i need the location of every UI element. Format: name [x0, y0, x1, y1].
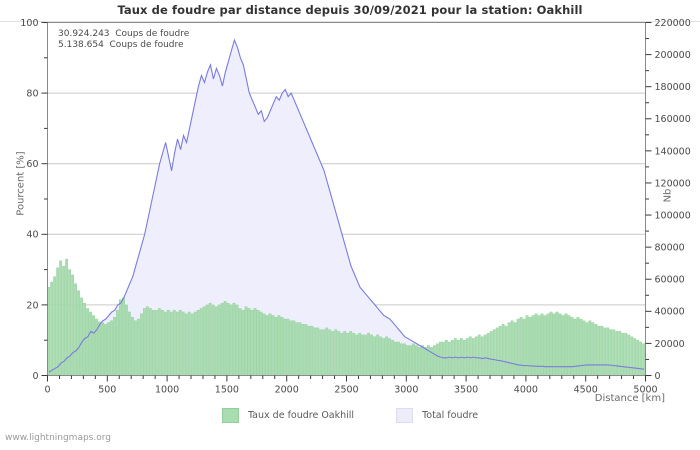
svg-text:20000: 20000 [655, 339, 685, 350]
svg-text:4500: 4500 [574, 385, 598, 396]
y-axis-label-right: Nb [662, 188, 674, 203]
svg-text:3000: 3000 [394, 385, 418, 396]
station-rate-bars [47, 258, 646, 376]
svg-text:4000: 4000 [514, 385, 538, 396]
svg-text:80: 80 [26, 89, 38, 100]
svg-text:2500: 2500 [334, 385, 358, 396]
svg-text:220000: 220000 [655, 18, 691, 29]
legend-label-station-rate: Taux de foudre Oakhill [247, 410, 355, 421]
svg-text:80000: 80000 [655, 243, 685, 254]
legend-label-total: Total foudre [422, 410, 479, 421]
legend-swatch-station-rate [221, 408, 239, 423]
svg-text:2000: 2000 [275, 385, 299, 396]
svg-text:1000: 1000 [155, 385, 179, 396]
page-title: Taux de foudre par distance depuis 30/09… [117, 3, 583, 17]
total-lightning-area [47, 40, 646, 376]
svg-text:180000: 180000 [655, 82, 691, 93]
svg-text:500: 500 [98, 385, 116, 396]
svg-text:40000: 40000 [655, 307, 685, 318]
svg-text:0: 0 [44, 385, 50, 396]
svg-text:0: 0 [32, 371, 38, 382]
svg-text:60000: 60000 [655, 275, 685, 286]
annotation-total-strokes: 30.924.243 Coups de foudre [58, 29, 190, 39]
axis-tick-labels: 0204060801000200004000060000800001000001… [20, 18, 690, 396]
svg-text:60: 60 [26, 159, 38, 170]
y-axis-label-left: Pourcent [%] [15, 151, 27, 216]
svg-text:140000: 140000 [655, 146, 691, 157]
x-axis-label: Distance [km] [594, 393, 665, 404]
svg-text:100000: 100000 [655, 210, 691, 221]
axis-ticks [41, 22, 652, 382]
svg-text:3500: 3500 [454, 385, 478, 396]
svg-text:100: 100 [20, 18, 38, 29]
legend-swatch-total [396, 408, 414, 423]
svg-text:160000: 160000 [655, 114, 691, 125]
legend-item-total[interactable]: Total foudre [396, 408, 478, 423]
svg-text:40: 40 [26, 230, 38, 241]
site-footer: www.lightningmaps.org [5, 433, 111, 443]
chart-legend: Taux de foudre Oakhill Total foudre [0, 408, 700, 423]
svg-text:120000: 120000 [655, 178, 691, 189]
svg-text:200000: 200000 [655, 50, 691, 61]
svg-text:0: 0 [655, 371, 661, 382]
svg-text:5000: 5000 [633, 385, 657, 396]
svg-text:20: 20 [26, 300, 38, 311]
total-lightning-line [48, 38, 645, 373]
svg-text:1500: 1500 [215, 385, 239, 396]
annotation-station-strokes: 5.138.654 Coups de foudre [58, 40, 184, 50]
legend-item-station-rate[interactable]: Taux de foudre Oakhill [221, 408, 355, 423]
title-divider [0, 21, 700, 22]
